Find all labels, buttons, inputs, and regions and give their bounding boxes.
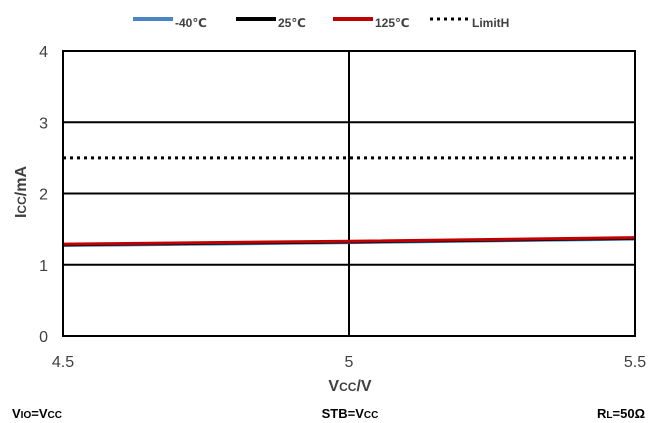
legend-label: 125℃ (375, 16, 410, 30)
legend-label: 25℃ (278, 16, 306, 30)
series-line-125 (62, 236, 636, 246)
condition-vio: VIO=VCC (12, 406, 62, 421)
x-tick-label: 4.5 (52, 354, 74, 371)
y-axis-title: ICC/mA (13, 166, 30, 218)
condition-stb: STB=VCC (322, 406, 379, 421)
y-tick-label: 0 (39, 329, 48, 346)
y-tick-label: 1 (39, 258, 48, 275)
y-tick-label: 4 (39, 44, 48, 61)
x-axis-title: VCC/V (328, 378, 371, 395)
y-tick-label: 2 (39, 187, 48, 204)
x-tick-label: 5 (345, 354, 354, 371)
condition-rl: RL=50Ω (597, 406, 645, 421)
plot-frame (62, 50, 636, 337)
legend-label: LimitH (472, 16, 509, 30)
y-tick-label: 3 (39, 115, 48, 132)
legend-label: -40℃ (175, 16, 207, 30)
x-tick-label: 5.5 (624, 354, 646, 371)
